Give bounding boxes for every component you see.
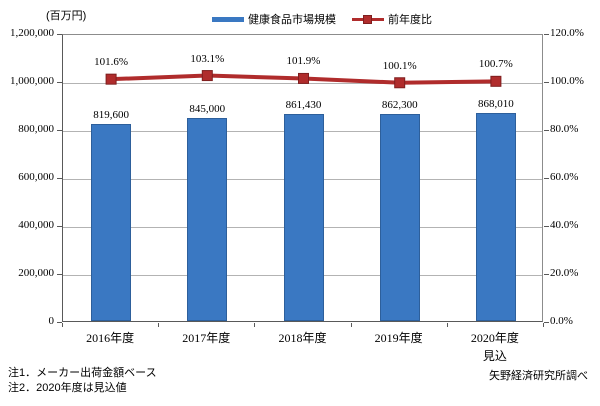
y-axis-tickmark <box>57 322 62 323</box>
y2-axis-tick-label: 20.0% <box>550 267 579 279</box>
y2-axis-tickmark <box>544 130 549 131</box>
footnote-1: 注1．メーカー出荷金額ベース <box>8 367 157 379</box>
line-marker <box>201 70 213 82</box>
y2-axis-tickmark <box>544 274 549 275</box>
bar-value-label: 868,010 <box>478 97 514 110</box>
line-point-label: 101.9% <box>286 55 321 68</box>
line-point-label: 100.1% <box>382 59 417 72</box>
x-axis-tickmark <box>62 323 63 327</box>
x-axis-tick-label: 2018年度 <box>278 331 327 345</box>
y2-axis-tickmark <box>544 178 549 179</box>
x-axis-tick-label: 2020年度 <box>470 331 519 345</box>
x-axis-tick-label: 2017年度 <box>182 331 231 345</box>
trend-line-layer <box>105 70 502 89</box>
bar <box>283 114 324 321</box>
y2-axis-tick-label: 60.0% <box>550 171 579 183</box>
x-axis-tickmark <box>254 323 256 327</box>
bar <box>187 118 228 321</box>
x-axis-tickmark <box>158 323 160 327</box>
y2-axis-tick-label: 100.0% <box>550 75 584 87</box>
y-axis-tickmark <box>57 226 62 227</box>
y2-axis-tick-label: 0.0% <box>550 315 573 327</box>
y-axis-tick-label: 800,000 <box>18 123 54 135</box>
line-point-label: 103.1% <box>190 52 225 65</box>
line-point-label: 101.6% <box>94 56 129 69</box>
line-point-label: 100.7% <box>478 58 513 71</box>
plot-area: 819,600 845,000 861,430 862,300 868,010 101.6… <box>62 34 543 322</box>
y-axis-tick-label: 1,000,000 <box>10 75 54 87</box>
legend: 健康食品市場規模 前年度比 <box>212 11 432 27</box>
y-axis-tick-label: 600,000 <box>18 171 54 183</box>
bar-value-label: 819,600 <box>93 109 129 122</box>
footnotes: 注1．メーカー出荷金額ベース 注2．2020年度は見込値 <box>8 366 157 396</box>
line-series-swatch <box>352 14 384 24</box>
y2-axis-tickmark <box>544 226 549 227</box>
bar <box>379 114 420 321</box>
y-axis-tickmark <box>57 34 62 35</box>
y-axis-tick-label: 0 <box>48 315 55 327</box>
y-axis-tick-label: 400,000 <box>18 219 54 231</box>
x-axis-tick-label: 2016年度 <box>86 331 135 345</box>
x-axis-tick-label: 2019年度 <box>374 331 423 345</box>
x-axis-tick-sublabel: 見込 <box>482 349 507 363</box>
line-marker <box>490 75 502 87</box>
y-axis-tickmark <box>57 130 62 131</box>
bar-value-label: 845,000 <box>189 103 226 116</box>
legend-item-yoy-ratio: 前年度比 <box>352 11 432 27</box>
bar-value-label: 861,430 <box>285 99 322 112</box>
y-axis-tick-label: 200,000 <box>18 267 54 279</box>
y2-axis-tickmark <box>544 322 549 323</box>
y-axis-tickmark <box>57 82 62 83</box>
x-axis-tickmark <box>543 323 544 327</box>
line-marker <box>105 73 117 85</box>
left-axis-unit-label: (百万円) <box>46 10 87 22</box>
line-marker <box>394 77 406 89</box>
legend-item-market-size: 健康食品市場規模 <box>212 11 336 27</box>
legend-label-yoy-ratio: 前年度比 <box>388 14 432 26</box>
y2-axis-tickmark <box>544 34 549 35</box>
y-axis-tick-label: 1,200,000 <box>10 27 54 39</box>
y-axis-tickmark <box>57 274 62 275</box>
bar-value-label: 862,300 <box>381 99 418 112</box>
bar <box>475 112 516 321</box>
footnote-2: 注2．2020年度は見込値 <box>8 382 127 394</box>
legend-label-market-size: 健康食品市場規模 <box>248 14 336 26</box>
source-credit: 矢野経済研究所調べ <box>489 370 588 382</box>
y2-axis-tick-label: 40.0% <box>550 219 579 231</box>
bar <box>91 124 132 321</box>
line-marker <box>298 72 309 84</box>
y2-axis-tick-label: 120.0% <box>550 27 584 39</box>
bar-series-swatch <box>212 16 244 22</box>
y-axis-tickmark <box>57 178 62 179</box>
y2-axis-tick-label: 80.0% <box>550 123 579 135</box>
y2-axis-tickmark <box>544 82 549 83</box>
x-axis-tickmark <box>446 323 448 327</box>
x-axis-tickmark <box>350 323 352 327</box>
line-swatch-marker <box>363 14 372 24</box>
